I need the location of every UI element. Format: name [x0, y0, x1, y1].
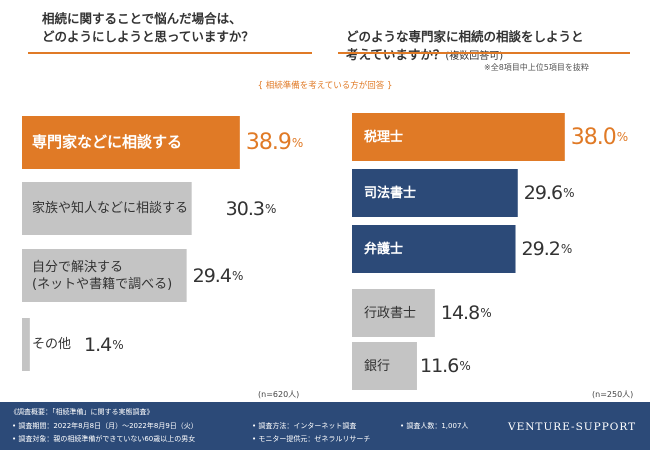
right-bar-5 — [352, 342, 417, 390]
survey-provider: • モニター提供元：ゼネラルリサーチ — [252, 435, 371, 443]
right-question-suffix: (複数回答可) — [445, 51, 504, 62]
right-bar-2 — [352, 169, 518, 217]
charts-canvas — [22, 113, 565, 390]
right-bar-3 — [352, 225, 516, 273]
brand-logo: VENTURE-SUPPORT — [508, 421, 637, 433]
left-question-title: 相続に関することで悩んだ場合は、 どのようにしようと思っていますか？ — [42, 11, 254, 44]
left-bar-4 — [22, 318, 30, 371]
left-title-underline — [28, 52, 312, 54]
respondent-subtitle: { 相続準備を考えている方が回答 } — [257, 81, 393, 91]
survey-method: • 調査方法：インターネット調査 — [252, 422, 357, 430]
right-note: ※全8項目中上位5項目を抜粋 — [484, 63, 589, 72]
right-bar-1 — [352, 113, 565, 161]
survey-count: • 調査人数：1,007人 — [400, 422, 469, 430]
left-bar-2 — [22, 182, 192, 235]
survey-footer: 《調査概要：「相続準備」に関する実態調査》 • 調査期間：2022年8月8日（月… — [0, 402, 650, 450]
right-bar-4 — [352, 289, 435, 337]
right-question-title: どのような専門家に相続の相談をしようと 考えていますか？(複数回答可) — [346, 10, 646, 66]
left-bar-3 — [22, 249, 187, 302]
left-bar-1 — [22, 116, 240, 169]
survey-period: • 調査期間：2022年8月8日（月）～2022年8月9日（火） — [12, 422, 198, 430]
right-title-underline — [338, 52, 630, 54]
right-sample-size: (n=250人) — [592, 390, 634, 399]
right-question-text: どのような専門家に相続の相談をしようと 考えていますか？ — [346, 29, 584, 62]
survey-target: • 調査対象：親の相続準備ができていない60歳以上の男女 — [12, 435, 196, 443]
survey-overview: 《調査概要：「相続準備」に関する実態調査》 — [10, 408, 154, 416]
left-sample-size: (n=620人) — [258, 390, 300, 399]
left-chart-bars — [22, 116, 240, 371]
right-chart-bars — [352, 113, 565, 390]
